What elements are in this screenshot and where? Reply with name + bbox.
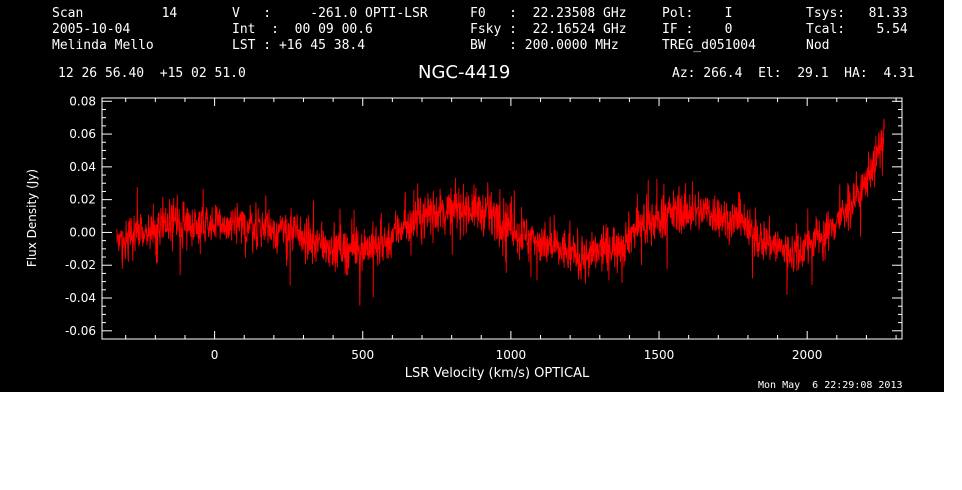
x-tick-label: 1000 [496, 348, 527, 362]
spectrum-trace [116, 118, 885, 306]
x-axis-label: LSR Velocity (km/s) OPTICAL [405, 366, 590, 381]
source-title: NGC-4419 [418, 62, 511, 83]
header-tsys: Tsys: 81.33 [806, 6, 908, 21]
y-tick-label: 0.04 [69, 160, 96, 174]
header-observer: Melinda Mello [52, 38, 154, 53]
plot-timestamp: Mon May 6 22:29:08 2013 [758, 380, 903, 391]
y-tick-label: 0.08 [69, 94, 96, 108]
header-date: 2005-10-04 [52, 22, 131, 37]
x-tick-label: 2000 [792, 348, 823, 362]
y-tick-label: 0.00 [69, 225, 96, 239]
y-tick-label: -0.02 [65, 258, 96, 272]
y-axis-label: Flux Density (Jy) [25, 169, 39, 267]
plot-frame [101, 97, 903, 340]
x-tick-label: 0 [211, 348, 219, 362]
header-scan-line: Scan 14 [52, 6, 178, 21]
header-velocity: V : -261.0 OPTI-LSR [232, 6, 428, 21]
trace-layer [116, 118, 885, 306]
header-treg: TREG_d051004 [662, 38, 756, 53]
plot-panel: 0 500 1000 1500 2000 -0.06 -0.04 -0.02 0.00 0.02… [0, 0, 944, 392]
header-az-el-ha: Az: 266.4 El: 29.1 HA: 4.31 [672, 66, 915, 81]
header-nod: Nod [806, 38, 830, 53]
y-tick-label: -0.04 [65, 291, 96, 305]
y-tick-label: -0.06 [65, 324, 96, 338]
spectrum-chart: 0 500 1000 1500 2000 -0.06 -0.04 -0.02 0.00 0.02… [25, 94, 903, 381]
header-coordinates: 12 26 56.40 +15 02 51.0 [58, 66, 246, 81]
header-bw: BW : 200.0000 MHz [470, 38, 619, 53]
x-axis: 0 500 1000 1500 2000 [125, 98, 897, 362]
y-tick-label: 0.06 [69, 127, 96, 141]
header-pol: Pol: I [662, 6, 733, 21]
x-tick-label: 1500 [644, 348, 675, 362]
header-lst: LST : +16 45 38.4 [232, 38, 366, 53]
header-if: IF : 0 [662, 22, 733, 37]
y-axis: -0.06 -0.04 -0.02 0.00 0.02 0.04 0.06 0.08 [65, 94, 902, 338]
header-f0: F0 : 22.23508 GHz [470, 6, 627, 21]
header-tcal: Tcal: 5.54 [806, 22, 908, 37]
header-fsky: Fsky : 22.16524 GHz [470, 22, 627, 37]
y-tick-label: 0.02 [69, 193, 96, 207]
header-integration: Int : 00 09 00.6 [232, 22, 373, 37]
x-tick-label: 500 [351, 348, 374, 362]
